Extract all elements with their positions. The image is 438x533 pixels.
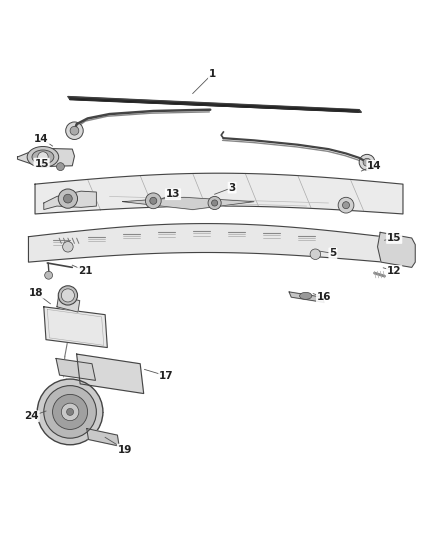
Circle shape: [38, 152, 48, 162]
Text: 18: 18: [28, 288, 43, 298]
Polygon shape: [44, 191, 96, 209]
Text: 3: 3: [229, 183, 236, 192]
Polygon shape: [56, 359, 95, 381]
Circle shape: [66, 122, 83, 140]
Circle shape: [37, 379, 103, 445]
Ellipse shape: [300, 292, 312, 300]
Circle shape: [310, 249, 321, 260]
Circle shape: [44, 386, 96, 438]
Text: 19: 19: [118, 445, 132, 455]
Circle shape: [363, 158, 371, 166]
Polygon shape: [123, 197, 254, 209]
Polygon shape: [69, 98, 359, 112]
Circle shape: [58, 286, 78, 305]
Circle shape: [53, 394, 88, 430]
Ellipse shape: [32, 150, 54, 164]
Circle shape: [61, 289, 74, 302]
Polygon shape: [35, 173, 403, 214]
Polygon shape: [68, 96, 361, 112]
Circle shape: [70, 126, 79, 135]
Text: 17: 17: [159, 371, 174, 381]
Circle shape: [145, 193, 161, 209]
Text: 21: 21: [78, 266, 93, 276]
Text: 1: 1: [209, 69, 216, 79]
Text: 13: 13: [166, 189, 180, 199]
Text: 16: 16: [317, 292, 332, 302]
Circle shape: [208, 197, 221, 209]
Text: 15: 15: [34, 159, 49, 168]
Text: 24: 24: [24, 411, 39, 421]
Text: 14: 14: [34, 134, 49, 143]
Text: 14: 14: [367, 161, 382, 171]
Text: 5: 5: [329, 248, 336, 259]
Circle shape: [57, 163, 64, 171]
Polygon shape: [44, 307, 107, 348]
Polygon shape: [378, 232, 415, 268]
Polygon shape: [77, 354, 144, 393]
Text: 15: 15: [387, 233, 402, 243]
Circle shape: [150, 197, 157, 204]
Polygon shape: [289, 292, 324, 302]
Text: 12: 12: [387, 266, 402, 276]
Circle shape: [67, 408, 74, 415]
Circle shape: [45, 271, 53, 279]
Circle shape: [359, 155, 375, 170]
Polygon shape: [57, 295, 80, 312]
Circle shape: [63, 241, 73, 252]
Polygon shape: [87, 429, 119, 446]
Ellipse shape: [27, 147, 59, 167]
Polygon shape: [28, 223, 383, 262]
Circle shape: [64, 194, 72, 203]
Circle shape: [61, 403, 79, 421]
Circle shape: [58, 189, 78, 208]
Circle shape: [338, 197, 354, 213]
Polygon shape: [18, 148, 74, 167]
Circle shape: [343, 201, 350, 209]
Circle shape: [212, 200, 218, 206]
